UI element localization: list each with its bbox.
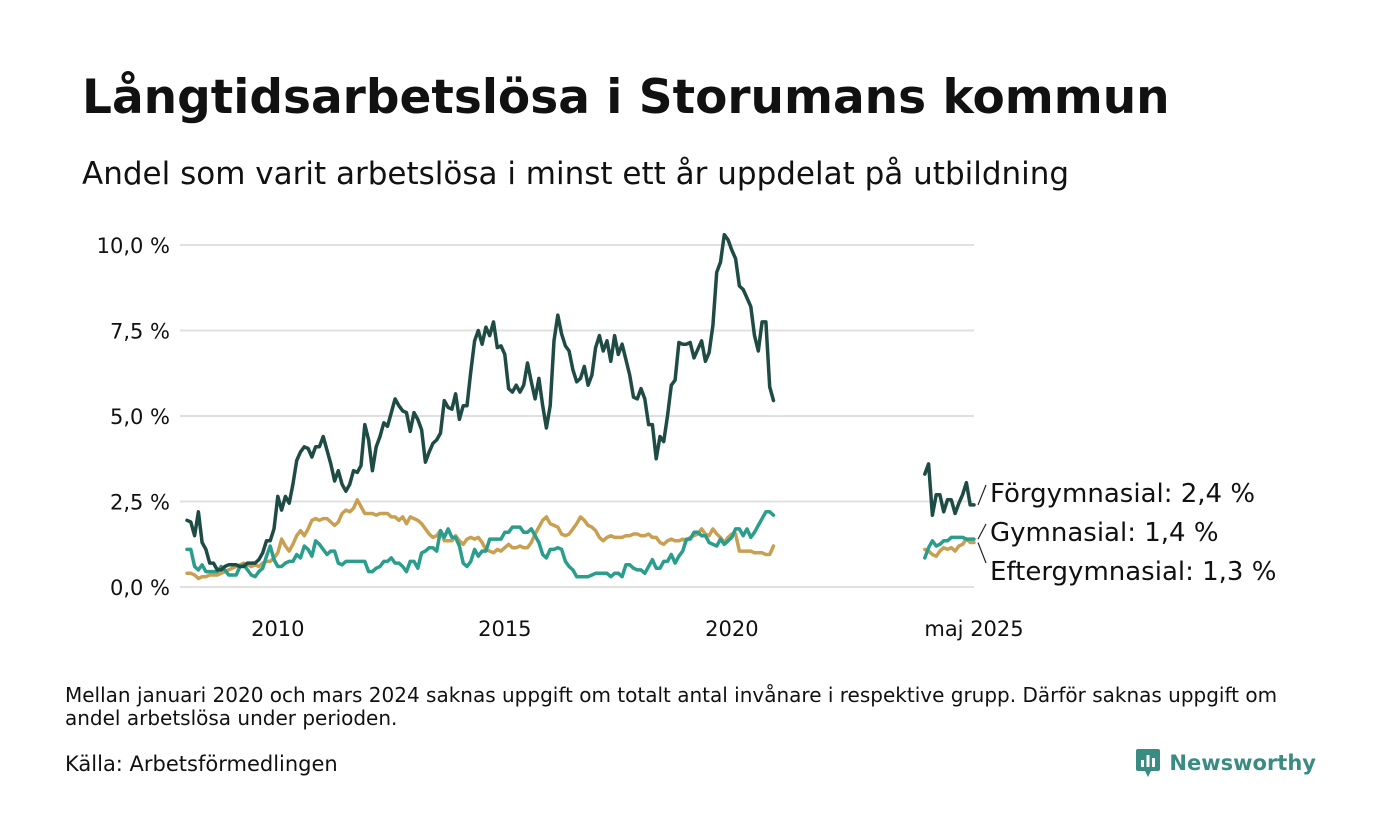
series-end-label: Eftergymnasial: 1,3 % (990, 557, 1276, 587)
series-line-gymnasial (185, 510, 776, 579)
label-leader-line (977, 542, 987, 564)
chart-title: Långtidsarbetslösa i Storumans kommun (82, 70, 1170, 125)
line-chart: 0,0 % 2,5 % 5,0 % 7,5 % 10,0 % 2010 2015 2020 m… (97, 232, 1276, 641)
series-end-labels: Förgymnasial: 2,4 % Gymnasial: 1,4 % Efter… (977, 479, 1276, 587)
series-line-eftergymnasial (185, 498, 776, 581)
y-tick-label: 0,0 % (110, 576, 170, 600)
brand-name: Newsworthy (1169, 751, 1316, 775)
x-tick-label: 2015 (478, 617, 531, 641)
series-line-frgymnasial (923, 462, 976, 517)
y-tick-label: 10,0 % (97, 234, 170, 258)
y-tick-label: 2,5 % (110, 491, 170, 515)
brand-logo: Newsworthy (1135, 747, 1316, 779)
x-tick-label: 2010 (251, 617, 304, 641)
gridlines (180, 244, 974, 588)
series-end-label: Gymnasial: 1,4 % (990, 518, 1219, 548)
series-line-gymnasial (923, 535, 976, 560)
chart-subtitle: Andel som varit arbetslösa i minst ett å… (82, 156, 1070, 192)
source-note: Källa: Arbetsförmedlingen (65, 752, 338, 776)
x-tick-label: 2020 (705, 617, 758, 641)
y-tick-label: 5,0 % (110, 405, 170, 429)
footnote: Mellan januari 2020 och mars 2024 saknas… (65, 683, 1278, 730)
x-tick-label: maj 2025 (924, 617, 1023, 641)
series-line-frgymnasial (185, 232, 776, 572)
y-axis-labels: 0,0 % 2,5 % 5,0 % 7,5 % 10,0 % (97, 234, 170, 600)
label-leader-line (977, 484, 987, 506)
x-axis-labels: 2010 2015 2020 maj 2025 (251, 617, 1024, 641)
y-tick-label: 7,5 % (110, 320, 170, 344)
label-leader-line (977, 523, 987, 540)
newsworthy-logo-icon (1136, 749, 1161, 777)
series-lines (185, 232, 976, 581)
series-end-label: Förgymnasial: 2,4 % (990, 479, 1255, 509)
